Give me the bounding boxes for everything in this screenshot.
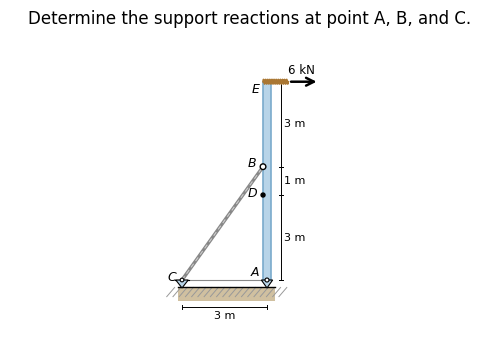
Text: 3 m: 3 m bbox=[284, 119, 306, 129]
Circle shape bbox=[261, 193, 265, 197]
Text: E: E bbox=[252, 83, 260, 96]
Polygon shape bbox=[262, 280, 272, 288]
Polygon shape bbox=[178, 287, 275, 301]
Circle shape bbox=[265, 278, 269, 282]
Polygon shape bbox=[263, 82, 271, 280]
Text: 6 kN: 6 kN bbox=[288, 64, 314, 76]
Polygon shape bbox=[176, 280, 188, 288]
Text: 3 m: 3 m bbox=[284, 233, 306, 243]
Text: B: B bbox=[248, 157, 256, 170]
Circle shape bbox=[260, 164, 266, 170]
Text: 1 m: 1 m bbox=[284, 176, 306, 186]
Text: Determine the support reactions at point A, B, and C.: Determine the support reactions at point… bbox=[28, 10, 471, 28]
Text: 3 m: 3 m bbox=[214, 311, 235, 321]
Circle shape bbox=[180, 278, 184, 282]
Text: D: D bbox=[248, 187, 258, 200]
Text: C: C bbox=[168, 271, 176, 284]
Text: A: A bbox=[250, 266, 259, 280]
